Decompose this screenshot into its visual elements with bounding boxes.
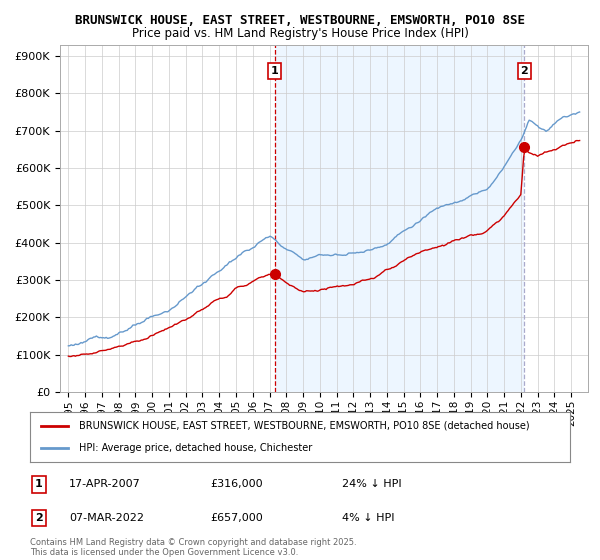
Text: 4% ↓ HPI: 4% ↓ HPI	[342, 513, 395, 523]
Text: £657,000: £657,000	[210, 513, 263, 523]
Text: 24% ↓ HPI: 24% ↓ HPI	[342, 479, 401, 489]
Text: 2: 2	[520, 66, 528, 76]
Text: 17-APR-2007: 17-APR-2007	[69, 479, 141, 489]
Text: BRUNSWICK HOUSE, EAST STREET, WESTBOURNE, EMSWORTH, PO10 8SE (detached house): BRUNSWICK HOUSE, EAST STREET, WESTBOURNE…	[79, 421, 529, 431]
Text: HPI: Average price, detached house, Chichester: HPI: Average price, detached house, Chic…	[79, 443, 312, 453]
Text: 07-MAR-2022: 07-MAR-2022	[69, 513, 144, 523]
Text: Price paid vs. HM Land Registry's House Price Index (HPI): Price paid vs. HM Land Registry's House …	[131, 27, 469, 40]
Text: 1: 1	[271, 66, 278, 76]
Bar	[275, 45, 524, 392]
Text: 2: 2	[35, 513, 43, 523]
Text: 1: 1	[35, 479, 43, 489]
Text: £316,000: £316,000	[210, 479, 263, 489]
Text: BRUNSWICK HOUSE, EAST STREET, WESTBOURNE, EMSWORTH, PO10 8SE: BRUNSWICK HOUSE, EAST STREET, WESTBOURNE…	[75, 14, 525, 27]
Text: Contains HM Land Registry data © Crown copyright and database right 2025.
This d: Contains HM Land Registry data © Crown c…	[30, 538, 356, 557]
